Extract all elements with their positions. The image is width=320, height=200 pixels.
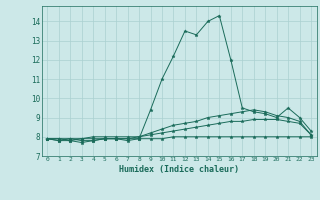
X-axis label: Humidex (Indice chaleur): Humidex (Indice chaleur) [119, 165, 239, 174]
